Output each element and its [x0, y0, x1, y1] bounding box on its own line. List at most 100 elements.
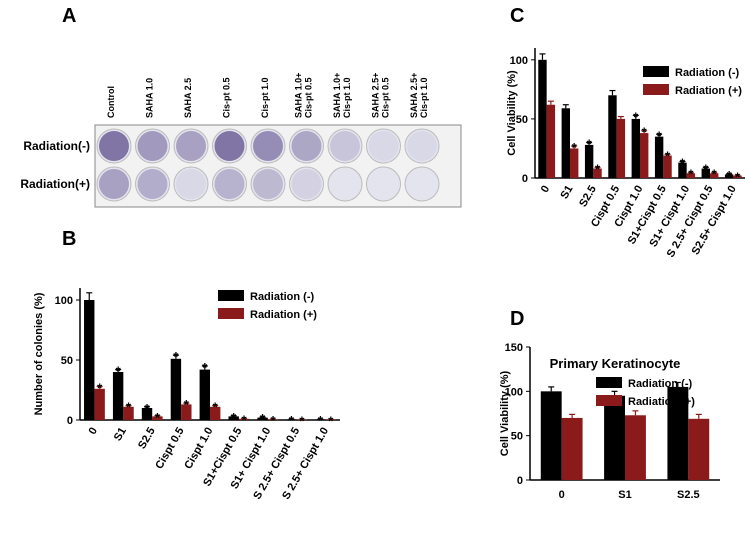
well: [327, 128, 363, 164]
x-tick-label: S1: [618, 489, 631, 501]
colonies: [99, 131, 129, 161]
significance-star: *: [735, 169, 741, 184]
row-label: Radiation(-): [23, 139, 90, 153]
significance-star: *: [688, 167, 694, 182]
x-tick-label: S2.5: [577, 184, 599, 210]
bar: [84, 300, 95, 420]
significance-star: *: [144, 401, 150, 416]
column-label: Control: [106, 86, 116, 118]
y-tick-label: 0: [522, 173, 528, 185]
significance-star: *: [260, 411, 266, 426]
significance-star: *: [126, 400, 132, 415]
bar: [663, 155, 672, 178]
colonies: [137, 131, 168, 161]
bar: [688, 418, 710, 480]
column-label: Cis-pt 1.0: [419, 77, 429, 118]
bar: [724, 174, 734, 178]
bar: [604, 395, 625, 480]
legend-swatch: [596, 377, 622, 388]
significance-star: *: [202, 360, 208, 375]
significance-star: *: [231, 410, 237, 425]
significance-star: *: [595, 161, 601, 176]
bar: [540, 391, 562, 480]
significance-star: *: [299, 414, 305, 429]
well: [135, 166, 170, 202]
colonies: [214, 169, 245, 199]
column-label: Cis-pt 0.5: [381, 77, 391, 118]
significance-star: *: [703, 161, 709, 176]
x-tick-label: 0: [559, 489, 565, 501]
well: [404, 166, 440, 202]
significance-star: *: [213, 400, 219, 415]
column-label: Cis-pt 0.5: [304, 77, 314, 118]
colonies: [253, 131, 283, 161]
colonies: [176, 131, 206, 161]
column-label: SAHA 2.5+: [409, 73, 419, 118]
bar: [170, 358, 182, 420]
well: [212, 166, 247, 202]
y-tick-label: 150: [505, 342, 523, 354]
bar: [546, 104, 556, 178]
bar: [152, 416, 163, 420]
significance-star: *: [289, 413, 295, 428]
bar: [584, 144, 594, 178]
column-label: SAHA 1.0+: [332, 73, 342, 118]
x-tick-label: S2.5: [677, 489, 700, 501]
colonies: [291, 131, 322, 161]
significance-star: *: [184, 397, 190, 412]
well: [173, 166, 209, 202]
y-tick-label: 100: [510, 55, 528, 67]
significance-star: *: [116, 364, 122, 379]
well: [135, 128, 170, 164]
bar: [570, 148, 579, 178]
colonies: [99, 169, 129, 199]
column-label: SAHA 1.0+: [294, 73, 304, 118]
significance-star: *: [270, 413, 276, 428]
significance-star: *: [633, 109, 639, 124]
bar: [538, 59, 547, 179]
legend-swatch: [643, 84, 669, 95]
well: [173, 128, 209, 164]
bar: [710, 173, 719, 178]
bar: [667, 386, 689, 480]
bar: [199, 369, 210, 420]
bar: [141, 408, 153, 420]
well: [289, 128, 324, 164]
column-label: SAHA 2.5: [183, 78, 193, 118]
colonies: [407, 131, 437, 161]
well: [404, 128, 440, 164]
significance-star: *: [97, 380, 103, 395]
y-axis-label: Cell Viability (%): [499, 370, 511, 456]
panel-label: D: [510, 308, 524, 330]
bar: [94, 388, 105, 420]
bar: [608, 95, 617, 178]
column-label: SAHA 2.5+: [371, 73, 381, 118]
significance-star: *: [642, 125, 648, 140]
significance-star: *: [657, 128, 663, 143]
significance-star: *: [318, 413, 324, 428]
bar: [733, 175, 742, 178]
significance-star: *: [572, 140, 578, 155]
significance-star: *: [680, 155, 686, 170]
y-tick-label: 50: [61, 355, 73, 367]
significance-star: *: [242, 412, 248, 427]
bar: [112, 372, 124, 420]
column-label: SAHA 1.0: [145, 78, 155, 118]
significance-star: *: [173, 349, 179, 364]
column-label: Cis-pt 0.5: [222, 77, 232, 118]
well: [289, 166, 324, 202]
bar: [686, 173, 696, 178]
x-tick-label: 0: [87, 426, 100, 437]
x-tick-label: 0: [539, 184, 552, 195]
y-tick-label: 50: [516, 114, 528, 126]
column-label: Cis-pt 1.0: [260, 77, 270, 118]
bar: [561, 417, 583, 480]
bar: [678, 162, 687, 178]
bar: [654, 136, 664, 178]
colonies: [291, 169, 322, 199]
bar: [123, 406, 134, 420]
well: [366, 166, 401, 202]
bar: [593, 168, 602, 178]
colonies: [330, 131, 360, 161]
